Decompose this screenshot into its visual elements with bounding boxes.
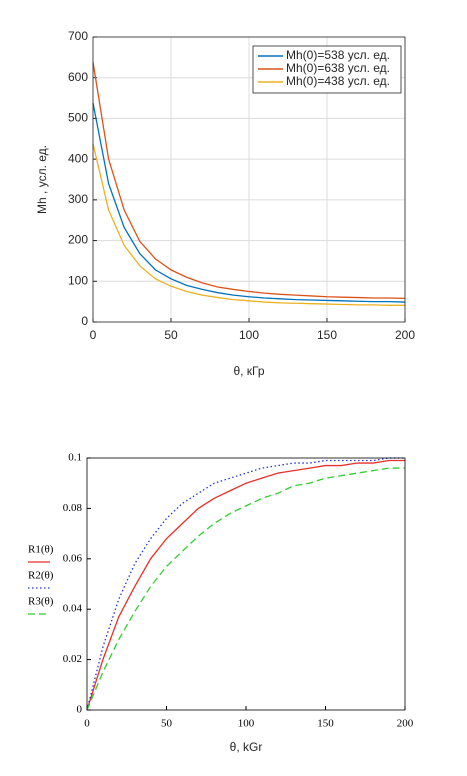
x-tick-label: 100	[239, 328, 259, 342]
legend-label: Mh(0)=538 усл. ед.	[286, 48, 390, 62]
plot-frame	[86, 457, 406, 711]
x-tick-label: 50	[161, 718, 173, 730]
y-tick-label: 500	[68, 111, 88, 125]
series-line	[86, 467, 405, 711]
legend-label: R3(θ)	[28, 596, 54, 608]
y-tick-label: 0.02	[63, 653, 82, 665]
y-tick-label: 0.08	[63, 502, 83, 514]
plot-frame	[92, 36, 406, 323]
series-line	[86, 457, 405, 711]
series-line	[92, 62, 406, 300]
series-line	[92, 102, 406, 303]
x-axis-label: θ, кГр	[233, 364, 264, 378]
x-tick-label: 200	[397, 718, 414, 730]
legend-label: Mh(0)=638 усл. ед.	[286, 61, 390, 75]
x-axis-label: θ, kGr	[230, 740, 263, 754]
y-tick-label: 0.06	[63, 552, 83, 564]
y-tick-label: 600	[68, 70, 88, 84]
legend-label: R1(θ)	[28, 544, 54, 556]
x-tick-label: 0	[84, 718, 90, 730]
legend-label: R2(θ)	[28, 570, 54, 582]
y-tick-label: 0	[81, 314, 88, 328]
y-tick-label: 400	[68, 151, 88, 165]
y-tick-label: 300	[68, 192, 88, 206]
x-tick-label: 100	[238, 718, 255, 730]
x-tick-label: 50	[164, 328, 178, 342]
x-tick-label: 0	[90, 328, 97, 342]
y-tick-label: 0	[77, 704, 83, 716]
series-line	[92, 143, 405, 306]
x-tick-label: 200	[395, 328, 415, 342]
y-axis-label: Mh , усл. ед.	[35, 145, 49, 214]
y-tick-label: 100	[68, 273, 88, 287]
x-tick-label: 150	[317, 328, 337, 342]
y-tick-label: 0.04	[63, 603, 83, 615]
y-tick-label: 700	[68, 29, 88, 43]
y-tick-label: 200	[68, 233, 88, 247]
y-tick-label: 0.1	[68, 452, 82, 464]
plot-area	[87, 458, 405, 710]
series-line	[86, 459, 405, 711]
x-tick-label: 150	[317, 718, 334, 730]
legend-label: Mh(0)=438 усл. ед.	[286, 74, 390, 88]
